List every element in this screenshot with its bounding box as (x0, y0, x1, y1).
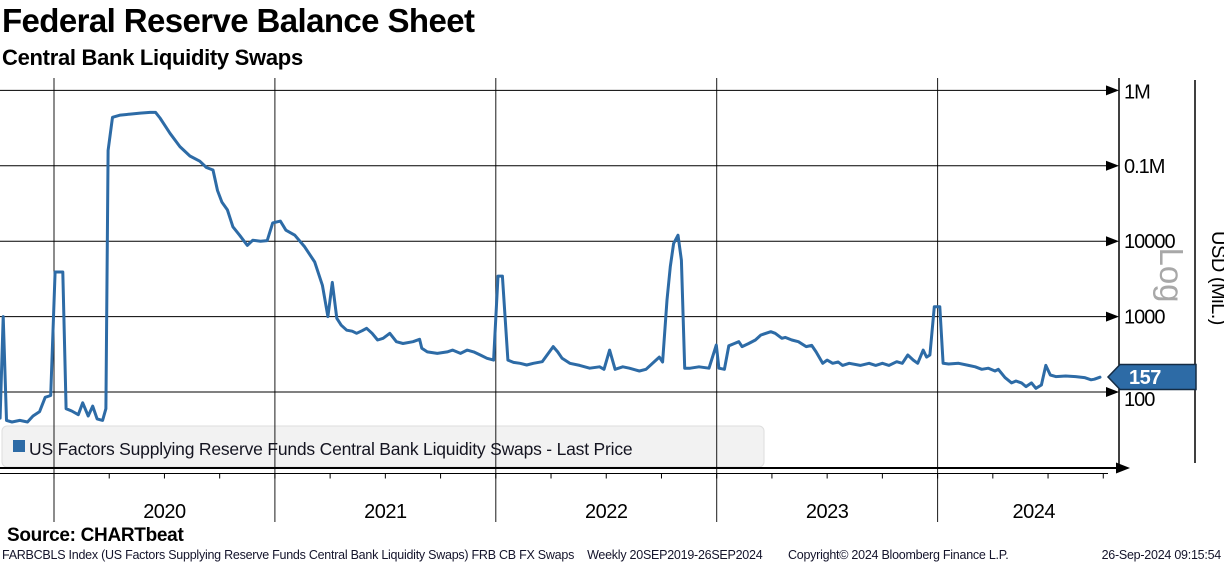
x-tick-label: 2020 (143, 501, 186, 523)
y-tick-label: 1M (1124, 81, 1150, 103)
source-label: Source: CHARTbeat (7, 525, 184, 546)
legend: US Factors Supplying Reserve Funds Centr… (13, 439, 633, 459)
footer-index-text: FARBCBLS Index (US Factors Supplying Res… (2, 548, 575, 562)
last-price-badge: 157 (1106, 363, 1197, 391)
y-tick-arrow-icon (1106, 85, 1119, 96)
y-tick-label: 100 (1124, 389, 1155, 411)
legend-label: US Factors Supplying Reserve Funds Centr… (29, 439, 632, 459)
y-tick-arrow-icon (1106, 311, 1119, 322)
x-tick-label: 2023 (806, 501, 849, 523)
footer-range-text: Weekly 20SEP2019-26SEP2024 (587, 548, 763, 562)
x-axis-arrow-icon (1116, 462, 1130, 474)
chart-title: Federal Reserve Balance Sheet (2, 2, 475, 39)
footer: FARBCBLS Index (US Factors Supplying Res… (0, 548, 1224, 566)
axes-layer (0, 78, 1196, 474)
y-tick-label: 0.1M (1124, 156, 1165, 178)
x-tick-label: 2022 (585, 501, 628, 523)
legend-marker-icon (13, 440, 25, 452)
footer-timestamp: 26-Sep-2024 09:15:54 (1101, 548, 1222, 562)
grid-layer: 2020 2021 2022 2023 2024 1M 0.1M 10000 1000 100 (0, 78, 1176, 523)
y-tick-label: 10000 (1124, 231, 1175, 253)
x-tick-label: 2021 (364, 501, 407, 523)
chart-subtitle: Central Bank Liquidity Swaps (2, 45, 303, 70)
log-scale-watermark: Log (1153, 247, 1190, 302)
y-tick-arrow-icon (1106, 387, 1119, 397)
last-price-value: 157 (1129, 367, 1161, 389)
footer-index-info: FARBCBLS Index (US Factors Supplying Res… (2, 548, 763, 562)
x-tick-label: 2024 (1013, 501, 1056, 523)
series-layer (0, 110, 1102, 424)
y-tick-arrow-icon (1106, 236, 1119, 247)
y-axis-title: USD (MiL.) (1207, 231, 1224, 325)
last-price-badge-shape (1106, 363, 1197, 391)
y-tick-label: 1000 (1124, 307, 1165, 329)
footer-copyright: Copyright© 2024 Bloomberg Finance L.P. (788, 548, 1009, 562)
price-line-series (0, 110, 1102, 424)
y-tick-arrow-icon (1106, 160, 1119, 171)
